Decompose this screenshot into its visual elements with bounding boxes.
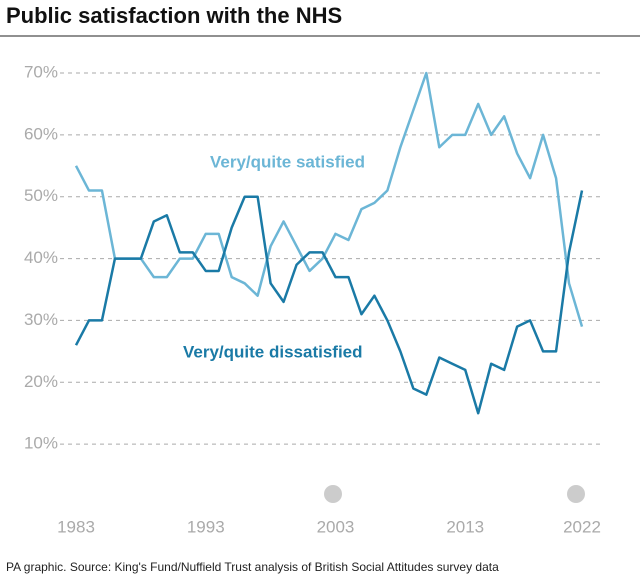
x-tick-label: 2003: [317, 517, 355, 536]
y-tick-label: 10%: [24, 434, 58, 453]
series-label: Very/quite dissatisfied: [183, 342, 363, 361]
series-line: [74, 71, 584, 327]
y-tick-label: 60%: [24, 124, 58, 143]
y-tick-label: 30%: [24, 310, 58, 329]
source-note: PA graphic. Source: King's Fund/Nuffield…: [6, 560, 499, 574]
y-tick-label: 50%: [24, 186, 58, 205]
series-label: Very/quite satisfied: [210, 152, 365, 171]
y-tick-label: 20%: [24, 372, 58, 391]
x-tick-label: 1983: [57, 517, 95, 536]
series-line: [74, 190, 584, 415]
x-tick-label: 2022: [563, 517, 601, 536]
x-tick-label: 2013: [446, 517, 484, 536]
marker-dot: [324, 485, 342, 503]
y-tick-label: 40%: [24, 248, 58, 267]
chart-title: Public satisfaction with the NHS: [6, 3, 342, 28]
y-tick-label: 70%: [24, 62, 58, 81]
x-tick-label: 1993: [187, 517, 225, 536]
marker-dot: [567, 485, 585, 503]
